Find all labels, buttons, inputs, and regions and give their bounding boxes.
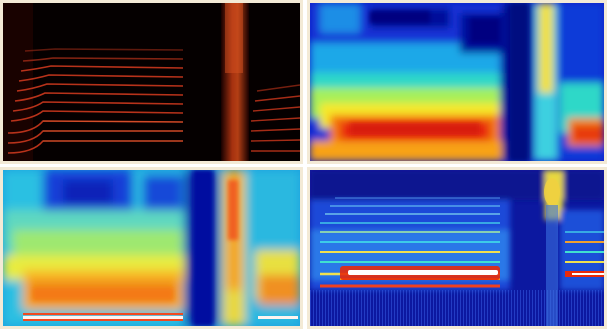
spectrogram-hot-image — [3, 3, 300, 161]
spectrogram-panel-top-right — [307, 0, 607, 164]
spectrogram-panel-bottom-left — [0, 167, 303, 329]
spectrogram-panel-bottom-right — [307, 167, 607, 329]
spectrogram-jet-smooth-image — [310, 3, 604, 161]
spectrogram-jet-detailed-image — [310, 170, 604, 326]
spectrogram-jet-blurred-image — [3, 170, 300, 326]
spectrogram-panel-top-left — [0, 0, 303, 164]
